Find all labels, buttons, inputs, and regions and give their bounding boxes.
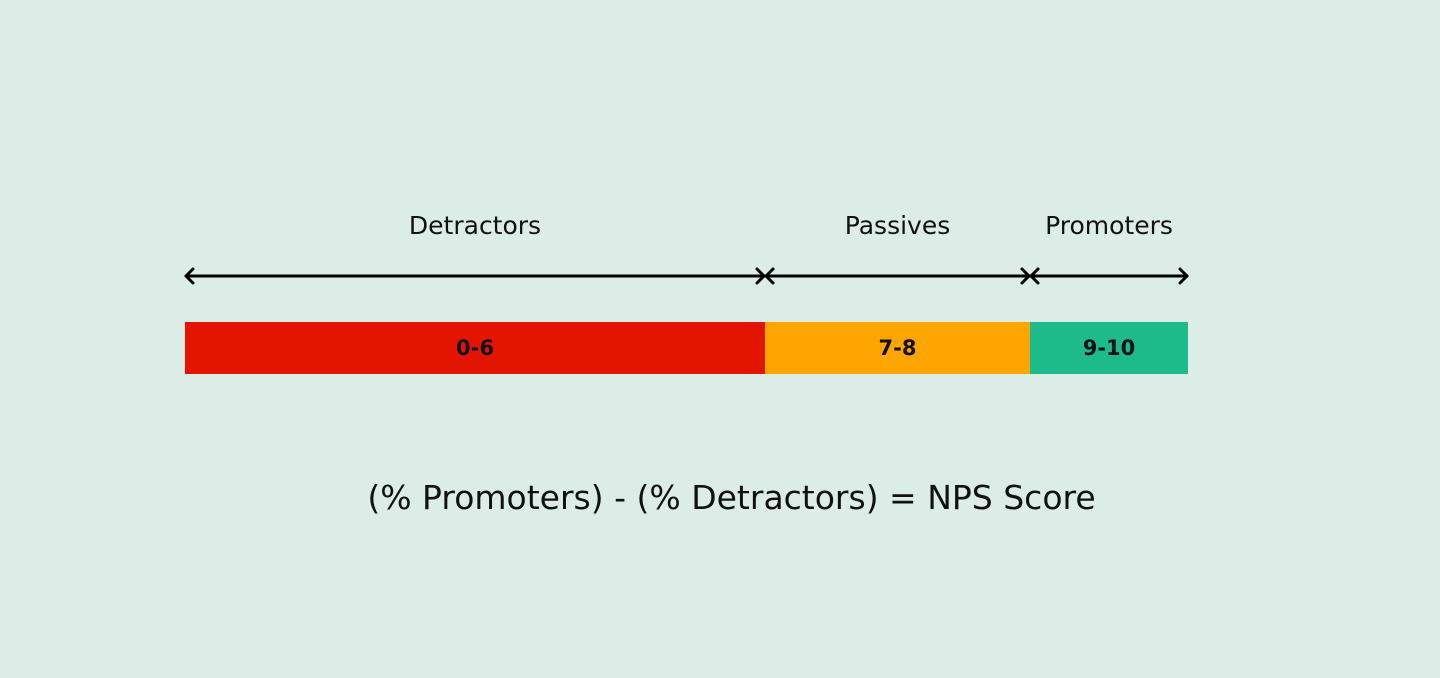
passives-range-arrow bbox=[764, 267, 1031, 285]
promoters-range: 9-10 bbox=[1082, 336, 1136, 360]
detractors-bar: 0-6 bbox=[185, 322, 765, 374]
promoters-label: Promoters bbox=[1045, 211, 1173, 240]
nps-formula: (% Promoters) - (% Detractors) = NPS Sco… bbox=[367, 478, 1096, 517]
detractors-label: Detractors bbox=[408, 211, 542, 240]
detractors-range: 0-6 bbox=[456, 336, 494, 360]
promoters-bar: 9-10 bbox=[1030, 322, 1188, 374]
passives-label: Passives bbox=[844, 211, 951, 240]
passives-range: 7-8 bbox=[878, 336, 917, 360]
passives-bar: 7-8 bbox=[765, 322, 1030, 374]
promoters-range-arrow bbox=[1029, 267, 1189, 285]
detractors-range-arrow bbox=[184, 267, 766, 285]
nps-formula-container: (% Promoters) - (% Detractors) = NPS Sco… bbox=[0, 474, 1440, 522]
